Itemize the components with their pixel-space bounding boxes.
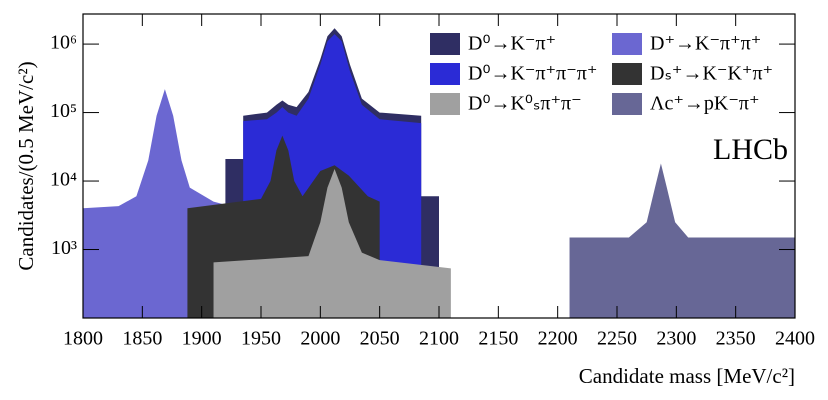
legend-label: D⁺→K⁻π⁺π⁺ — [650, 33, 761, 55]
legend-label: Λc⁺→pK⁻π⁺ — [650, 93, 760, 115]
x-tick-label: 2150 — [478, 328, 518, 350]
x-tick-label: 2100 — [419, 328, 459, 350]
x-tick-label: 2000 — [300, 328, 340, 350]
y-tick-label: 10⁵ — [50, 100, 77, 122]
area — [569, 163, 795, 318]
plot-area — [83, 28, 795, 318]
legend-swatch — [612, 33, 642, 55]
y-tick-label: 10⁶ — [50, 32, 77, 54]
legend-swatch — [612, 93, 642, 115]
legend-swatch — [430, 93, 460, 115]
legend-swatch — [612, 63, 642, 85]
x-tick-label: 1900 — [182, 328, 222, 350]
y-tick-label: 10⁴ — [50, 169, 77, 191]
annotation: LHCb — [713, 133, 788, 166]
x-tick-label: 2400 — [775, 328, 815, 350]
x-tick-label: 1950 — [241, 328, 281, 350]
x-tick-label: 2350 — [716, 328, 756, 350]
legend-label: D⁰→K⁻π⁺ — [468, 33, 556, 55]
legend-label: D⁰→K⁰ₛπ⁺π⁻ — [468, 93, 582, 115]
x-tick-label: 2300 — [656, 328, 696, 350]
x-tick-label: 2250 — [597, 328, 637, 350]
y-tick-label: 10³ — [51, 237, 77, 259]
area — [213, 168, 451, 318]
legend-swatch — [430, 33, 460, 55]
legend-label: D⁰→K⁻π⁺π⁻π⁺ — [468, 63, 597, 85]
legend-label: Dₛ⁺→K⁻K⁺π⁺ — [650, 63, 773, 85]
x-tick-label: 2050 — [360, 328, 400, 350]
y-axis-label: Candidates/(0.5 MeV/c²) — [14, 61, 38, 270]
x-axis-label: Candidate mass [MeV/c²] — [579, 364, 795, 388]
x-tick-label: 1800 — [63, 328, 103, 350]
legend-swatch — [430, 63, 460, 85]
x-tick-label: 2200 — [538, 328, 578, 350]
x-tick-label: 1850 — [122, 328, 162, 350]
